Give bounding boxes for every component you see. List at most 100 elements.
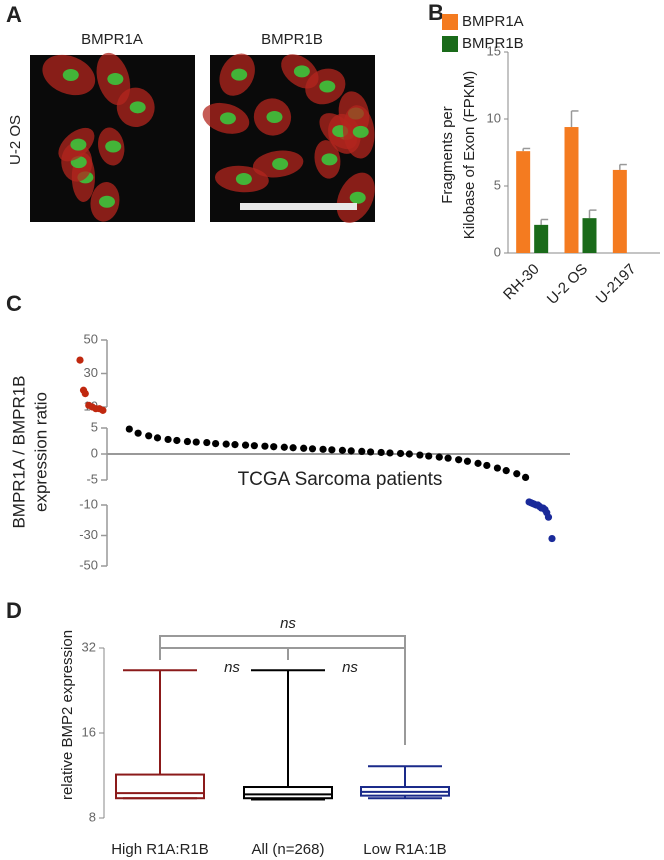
nucleus [352, 125, 369, 138]
nucleus [129, 101, 146, 114]
point [386, 449, 394, 457]
bracket [287, 647, 406, 745]
point [474, 459, 482, 467]
column-label: BMPR1B [261, 31, 323, 48]
significance-label: ns [224, 659, 240, 676]
point [308, 445, 317, 453]
cells [42, 52, 375, 223]
point [463, 457, 472, 465]
nucleus [266, 111, 283, 124]
point [203, 438, 211, 447]
y-tick-label: 10 [487, 110, 501, 125]
point [425, 452, 433, 460]
nucleus [293, 65, 310, 78]
bar [612, 169, 627, 253]
point [444, 454, 452, 462]
point [319, 445, 327, 453]
y-tick-label: 50 [84, 331, 98, 346]
point [164, 435, 172, 444]
y-axis-label: expression ratio [31, 392, 50, 512]
y-tick-label: 5 [91, 419, 98, 434]
point [328, 446, 336, 454]
point [192, 438, 200, 446]
panel-label: D [6, 598, 22, 623]
y-axis-label: Kilobase of Exon (FPKM) [461, 71, 478, 239]
point [300, 444, 308, 452]
point [366, 448, 375, 456]
point [76, 356, 84, 364]
nucleus [349, 191, 366, 204]
point [99, 406, 107, 414]
x-tick-label: U-2 OS [544, 261, 591, 308]
nucleus [272, 158, 289, 171]
point [280, 443, 288, 451]
point [338, 446, 347, 454]
point [513, 470, 521, 478]
y-axis-label: BMPR1A / BMPR1B [9, 375, 28, 528]
legend-swatch [442, 14, 458, 30]
point [222, 440, 230, 448]
legend-swatch [442, 36, 458, 52]
point [153, 434, 162, 442]
nucleus [70, 138, 87, 151]
point [241, 441, 250, 449]
x-tick-label: RH-30 [500, 261, 543, 304]
point [347, 447, 355, 455]
point [493, 464, 502, 472]
significance-label: ns [280, 615, 296, 632]
bar [564, 127, 579, 253]
y-tick-label: 16 [82, 724, 96, 739]
point [455, 456, 463, 464]
point [405, 450, 413, 458]
panel-label: B [428, 0, 444, 25]
y-tick-label: -10 [79, 496, 98, 511]
nucleus [235, 173, 252, 186]
significance-label: ns [342, 659, 358, 676]
legend-label: BMPR1B [462, 35, 524, 52]
box [115, 773, 205, 800]
y-tick-label: 30 [84, 365, 98, 380]
x-tick-label: All (n=268) [252, 841, 325, 858]
point [81, 390, 89, 398]
point [548, 534, 556, 543]
nucleus [231, 68, 248, 81]
y-axis-label: Fragments per [439, 106, 456, 204]
y-tick-label: 0 [91, 445, 98, 460]
y-axis-label: relative BMP2 expression [59, 630, 76, 800]
point [377, 448, 385, 457]
point [483, 461, 491, 470]
point [289, 444, 297, 452]
point [250, 442, 258, 450]
point [358, 447, 366, 455]
y-tick-label: -5 [86, 471, 98, 486]
point [544, 513, 553, 521]
y-tick-label: 15 [487, 43, 501, 58]
box [243, 786, 333, 800]
bar [582, 218, 597, 253]
y-tick-label: -50 [79, 557, 98, 572]
y-tick-label: -30 [79, 527, 98, 542]
nucleus [98, 195, 115, 208]
nucleus [219, 112, 236, 125]
bar [534, 224, 549, 253]
point [231, 441, 239, 449]
point [125, 425, 133, 433]
legend-label: BMPR1A [462, 13, 524, 30]
point [261, 442, 269, 450]
point [183, 437, 192, 446]
x-tick-label: U-2197 [593, 261, 640, 308]
point [145, 432, 153, 440]
point [416, 451, 424, 459]
row-label: U-2 OS [7, 115, 24, 165]
bar [516, 151, 531, 253]
point [270, 443, 278, 451]
y-tick-label: 0 [494, 244, 501, 259]
bracket [159, 635, 406, 745]
panel-label: A [6, 2, 22, 27]
point [435, 453, 443, 461]
nucleus [319, 80, 336, 93]
point [396, 449, 405, 458]
nucleus [107, 72, 124, 85]
nucleus [62, 69, 79, 82]
